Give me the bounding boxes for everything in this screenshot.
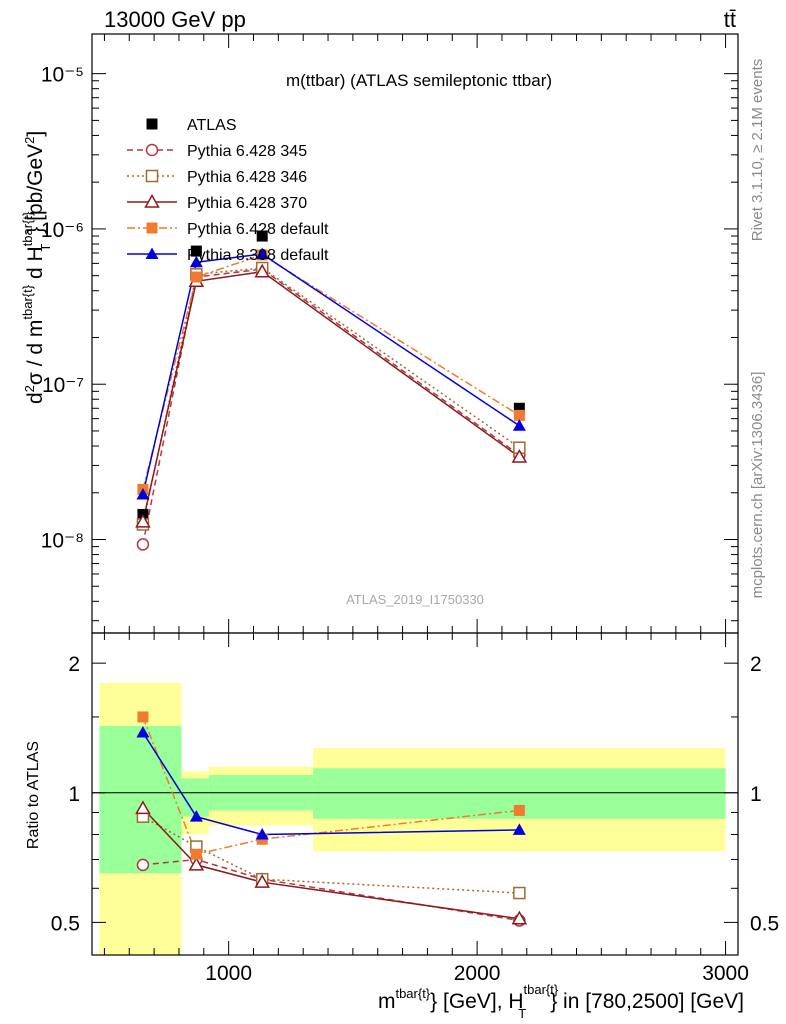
ratio-data-point [188, 856, 205, 871]
x-axis-label-text: mtbar{t}} [GeV], Htbar{t} T} in [780,2500… [378, 982, 744, 1021]
legend-marker [146, 118, 158, 130]
top-series-line [142, 253, 520, 495]
uncertainty-band-inner [181, 778, 209, 817]
top-data-point [189, 255, 203, 268]
ratio-data-point [189, 810, 203, 822]
legend-label: Pythia 8.308 default [187, 247, 329, 264]
top-series-line [142, 268, 520, 545]
uncertainty-band-inner [99, 725, 182, 874]
legend-label: Pythia 6.428 345 [187, 143, 307, 160]
top-data-point [256, 230, 268, 242]
ratio-axes: 0.5 0.5 1 1 2 2 1000 2000 3000 [51, 633, 779, 985]
top-y-tick-label: 10⁻⁷ [42, 374, 84, 397]
top-y-axis-label-text: d2σ / d mtbar{t} d Htbar{t}T} [pb/GeV2] [20, 131, 53, 404]
ratio-y-axis-label: Ratio to ATLAS [25, 741, 42, 849]
ratio-data-point [255, 828, 269, 840]
analysis-watermark: ATLAS_2019_I1750330 [346, 592, 484, 607]
legend-marker [146, 222, 158, 234]
ratio-series-line [142, 716, 520, 856]
ratio-data-point [136, 858, 150, 872]
ratio-data-point [254, 874, 270, 888]
rivet-version-label: Rivet 3.1.10, ≥ 2.1M events [749, 59, 766, 242]
ratio-plot-area [92, 682, 738, 955]
top-data-point [254, 263, 270, 278]
top-data-point [190, 271, 202, 283]
ratio-y-tick-label-right: 1 [750, 783, 762, 806]
legend-label: Pythia 6.428 370 [187, 195, 307, 212]
top-series-line [142, 267, 520, 525]
x-axis-label: mtbar{t}} [GeV], Htbar{t} T} in [780,2500… [378, 982, 744, 1021]
header-energy-label: 13000 GeV pp [104, 7, 246, 32]
top-y-tick-label: 10⁻⁵ [41, 64, 84, 87]
ratio-data-point [513, 804, 525, 816]
x-tick-label: 1000 [205, 962, 252, 985]
top-y-tick-label: 10⁻⁸ [41, 530, 84, 553]
top-series-group [135, 230, 528, 551]
top-axes: 10⁻⁸ 10⁻⁷ 10⁻⁶ 10⁻⁵ [41, 34, 738, 633]
ratio-data-point [190, 848, 202, 860]
legend-marker [145, 247, 159, 259]
top-data-point [513, 409, 525, 421]
top-series-line [142, 270, 520, 522]
ratio-data-point [513, 886, 526, 900]
ratio-y-tick-label: 0.5 [51, 912, 80, 935]
ratio-data-point [511, 910, 528, 925]
top-y-tick-label: 10⁻⁶ [41, 219, 84, 242]
legend-marker [145, 143, 159, 157]
top-series-line [142, 254, 520, 490]
header-process-label: tt̄ [724, 7, 736, 32]
ratio-series-group [135, 711, 528, 927]
ratio-data-point [136, 726, 150, 738]
ratio-series-line [142, 816, 520, 894]
ratio-series-line [142, 807, 520, 920]
legend-marker [145, 169, 159, 183]
x-tick-label: 2000 [454, 962, 501, 985]
ratio-y-tick-label-right: 2 [750, 653, 762, 676]
legend-marker [144, 193, 160, 208]
legend-label: Pythia 6.428 346 [187, 169, 307, 186]
ratio-y-tick-label: 2 [68, 653, 80, 676]
mcplots-label: mcplots.cern.ch [arXiv:1306.3436] [749, 372, 766, 599]
ratio-data-point [137, 711, 149, 723]
legend: ATLAS Pythia 6.428 345 Pythia 6.428 346 Pyt… [127, 117, 329, 264]
top-data-point [136, 487, 150, 500]
top-data-point [511, 448, 528, 463]
ratio-panel-frame [91, 632, 739, 956]
legend-label: ATLAS [187, 117, 237, 134]
ratio-data-point [135, 800, 151, 815]
top-data-point [255, 247, 269, 259]
ratio-y-tick-label: 1 [68, 783, 80, 806]
ratio-series-line [142, 732, 520, 836]
chart-title: m(ttbar) (ATLAS semileptonic ttbar) [286, 71, 552, 90]
top-data-point [513, 402, 525, 414]
ratio-y-tick-label-right: 0.5 [750, 912, 779, 935]
legend-label: Pythia 6.428 default [187, 221, 329, 238]
ratio-data-point [512, 823, 526, 835]
top-y-axis-label: d2σ / d mtbar{t} d Htbar{t}T} [pb/GeV2] [20, 131, 53, 404]
top-data-point [136, 538, 150, 551]
top-data-point [512, 419, 526, 431]
x-tick-label: 3000 [702, 962, 749, 985]
top-data-point [135, 513, 151, 528]
top-data-point [190, 245, 202, 257]
